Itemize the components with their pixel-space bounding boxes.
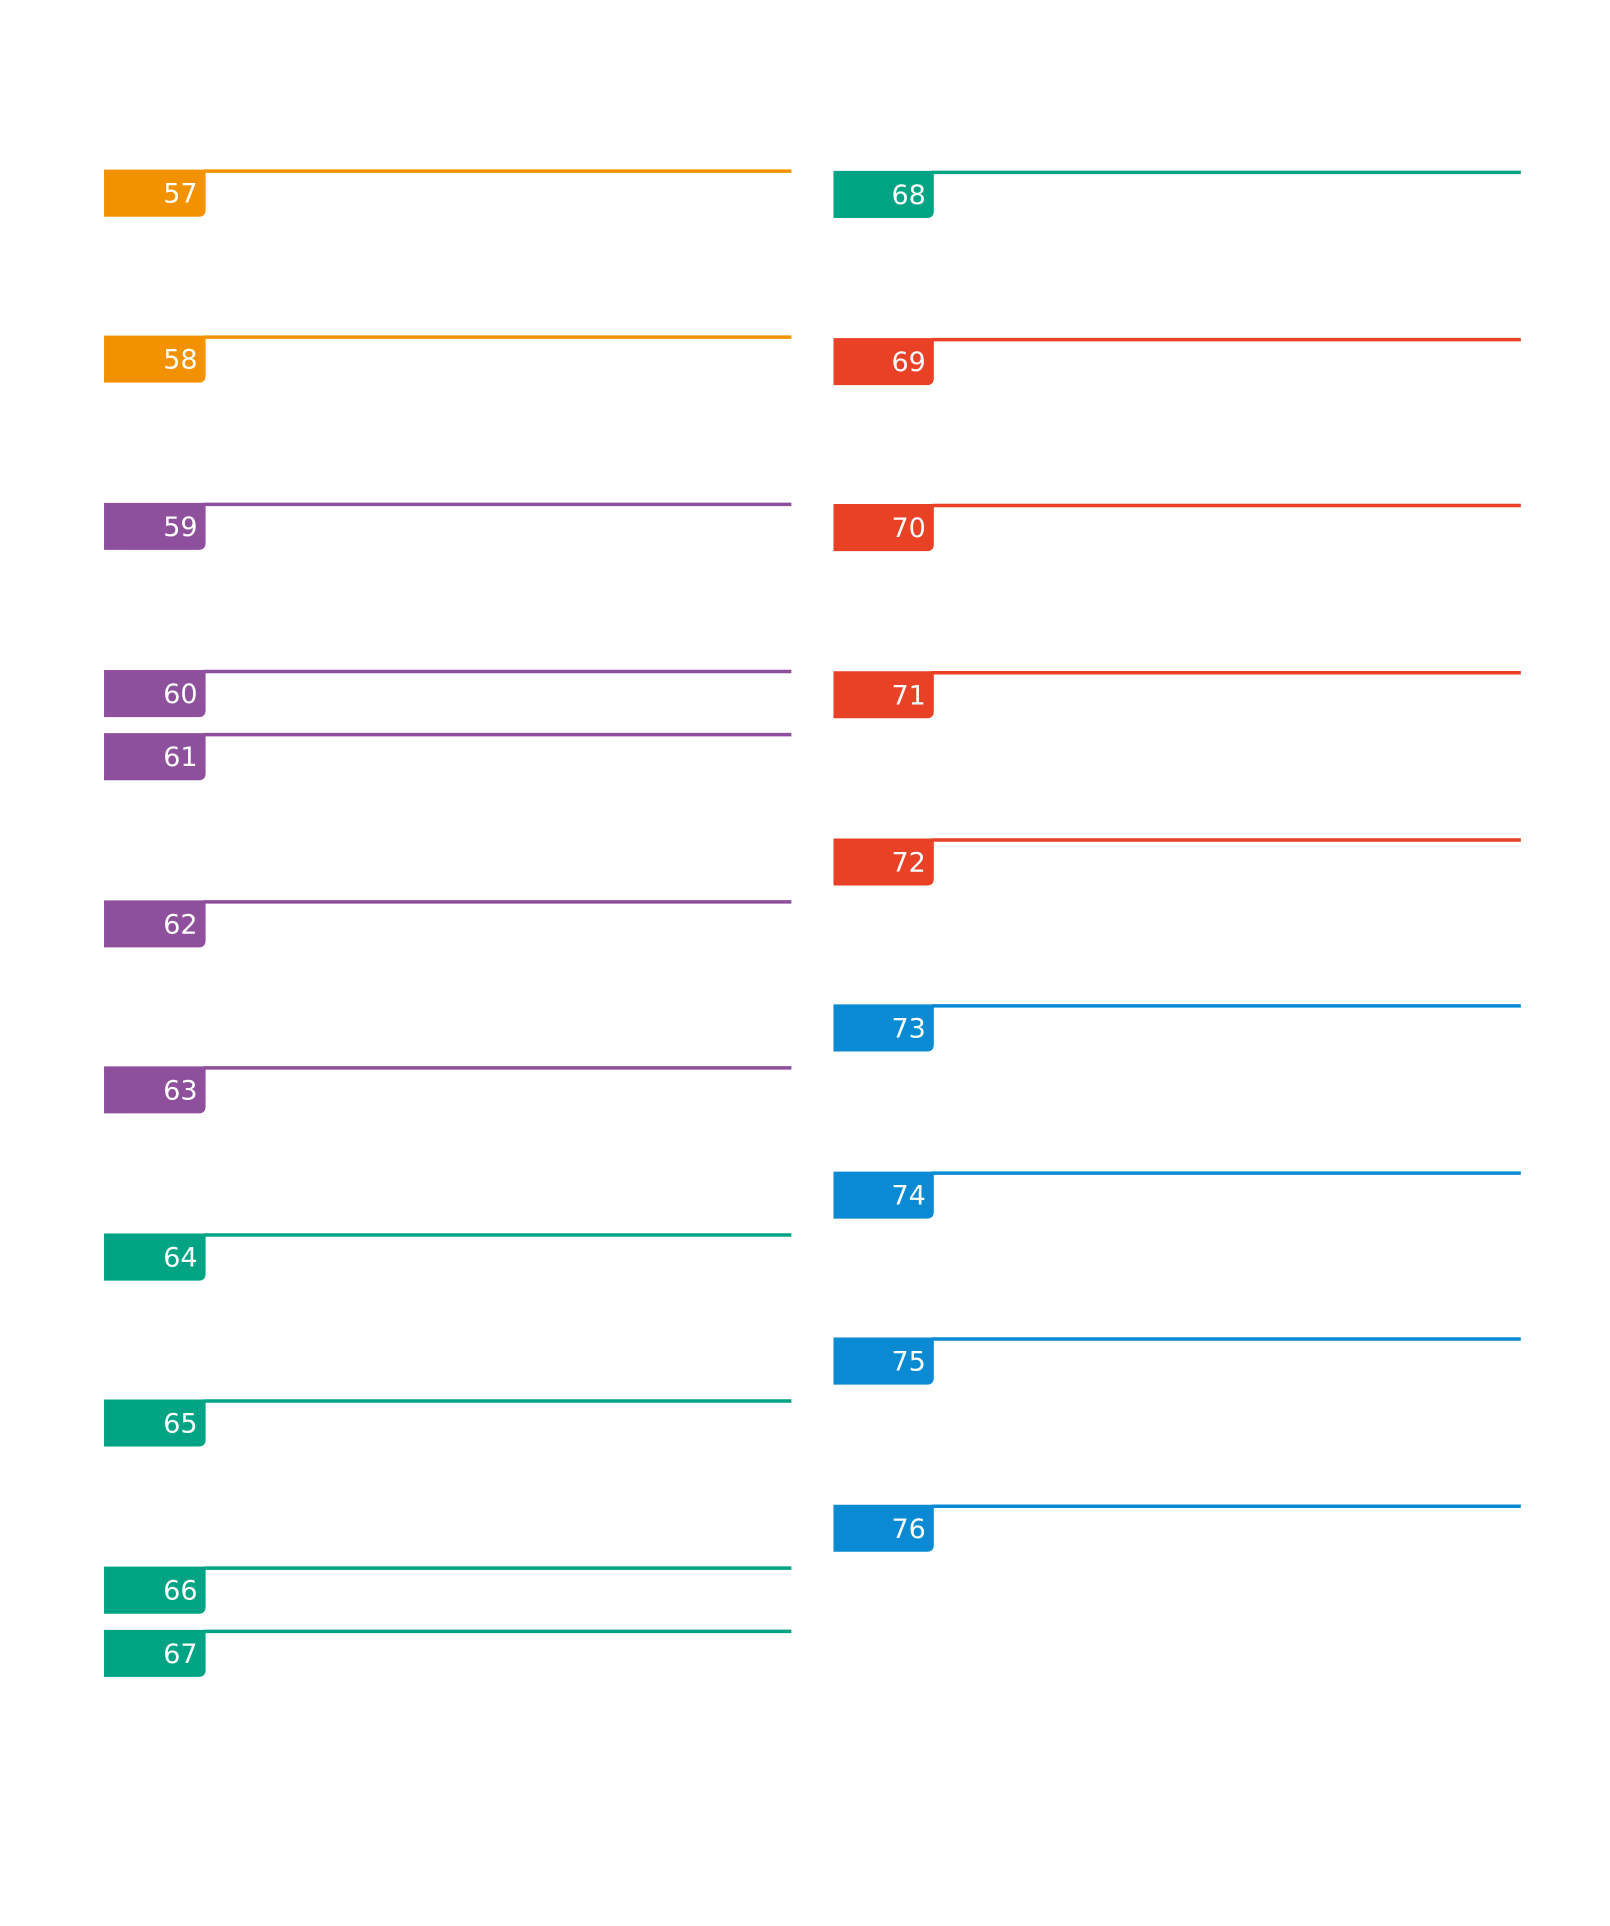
section-number: 76 xyxy=(891,1514,925,1545)
section-tab xyxy=(104,900,206,948)
section-number: 63 xyxy=(163,1075,197,1106)
section-number: 70 xyxy=(891,513,925,544)
section-tab xyxy=(833,1004,934,1052)
section-number: 64 xyxy=(163,1243,197,1274)
section-number: 68 xyxy=(891,180,925,211)
section-number: 60 xyxy=(163,679,197,710)
section-number: 72 xyxy=(891,847,925,878)
section-number: 73 xyxy=(891,1013,925,1044)
section-tab xyxy=(833,1337,934,1385)
section-tab xyxy=(833,1504,934,1552)
section-tab xyxy=(104,1629,206,1677)
section-tab xyxy=(104,733,206,781)
section-tab xyxy=(833,170,934,218)
section-tab xyxy=(104,502,206,550)
section-number: 67 xyxy=(163,1639,197,1670)
section-tab xyxy=(104,670,206,718)
section-tab xyxy=(833,838,934,886)
section-number: 66 xyxy=(163,1576,197,1607)
section-tab xyxy=(104,335,206,383)
section-tab xyxy=(833,1171,934,1219)
section-tab xyxy=(104,1399,206,1447)
section-tab xyxy=(833,671,934,719)
section-number: 59 xyxy=(163,512,197,543)
section-tab xyxy=(833,504,934,552)
section-tab xyxy=(833,338,934,386)
section-number: 62 xyxy=(163,909,197,940)
section-number: 58 xyxy=(163,345,197,376)
section-tab xyxy=(104,1066,206,1114)
section-tab xyxy=(104,169,206,217)
section-number: 65 xyxy=(163,1408,197,1439)
section-number: 71 xyxy=(891,680,925,711)
section-number: 69 xyxy=(891,347,925,378)
section-tab xyxy=(104,1233,206,1281)
section-number: 74 xyxy=(891,1181,925,1212)
section-number: 75 xyxy=(891,1347,925,1378)
section-number: 61 xyxy=(163,742,197,773)
section-tab xyxy=(104,1566,206,1614)
section-number: 57 xyxy=(163,179,197,210)
